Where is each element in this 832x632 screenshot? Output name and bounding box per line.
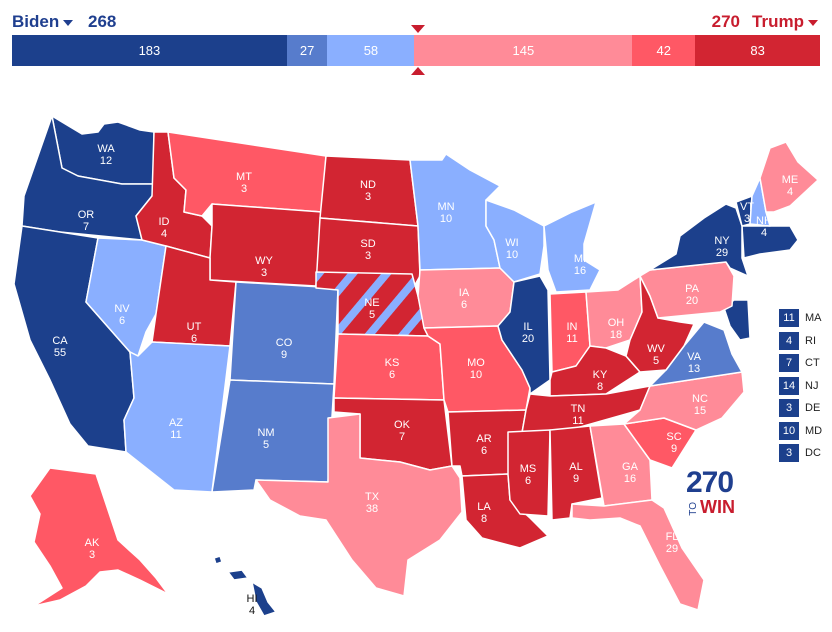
small-state-abbr: CT: [805, 357, 820, 369]
small-state-votes: 10: [779, 421, 799, 440]
bar-segment-likely-rep: 42: [632, 35, 696, 66]
270towin-logo: 270 TO WIN: [686, 468, 756, 520]
biden-label: Biden: [12, 12, 60, 31]
logo-to: TO: [688, 502, 699, 516]
bar-segment-safe-rep: 83: [695, 35, 820, 66]
state-fl[interactable]: [571, 499, 705, 611]
small-state-abbr: MD: [805, 424, 823, 437]
small-state-ct[interactable]: 7 CT: [779, 354, 820, 372]
small-state-votes: 11: [779, 309, 799, 327]
chevron-down-icon: [808, 19, 818, 26]
state-ks[interactable]: [333, 333, 445, 401]
trump-label: Trump: [752, 12, 804, 31]
bar-segment-lean-rep: 145: [414, 35, 633, 66]
logo-number: 270: [686, 466, 734, 499]
state-ny[interactable]: [649, 203, 749, 277]
bar-segment-safe-dem: 183: [12, 35, 287, 66]
state-ut[interactable]: [151, 245, 237, 347]
biden-electoral-total: 268: [88, 12, 117, 31]
270-marker-bottom-icon: [411, 67, 425, 75]
state-wi[interactable]: [485, 199, 545, 283]
state-ak[interactable]: [29, 467, 169, 607]
small-state-abbr: RI: [805, 334, 816, 347]
state-ia[interactable]: [417, 267, 515, 329]
electoral-vote-bar: 183 27 58 145 42 83: [12, 35, 820, 66]
state-hi[interactable]: [213, 555, 277, 617]
state-co[interactable]: [229, 281, 339, 385]
state-tx[interactable]: [255, 413, 463, 597]
small-state-abbr: DC: [805, 447, 821, 459]
small-state-nj[interactable]: 14 NJ: [779, 376, 819, 395]
small-state-md[interactable]: 10 MD: [779, 421, 823, 440]
small-state-votes: 14: [779, 376, 799, 395]
state-nh[interactable]: [749, 177, 771, 227]
bar-segment-lean-dem: 58: [327, 35, 415, 66]
biden-candidate-dropdown[interactable]: Biden: [12, 12, 74, 32]
state-mi[interactable]: [543, 201, 601, 293]
small-state-votes: 3: [779, 444, 799, 462]
state-az[interactable]: [123, 341, 231, 493]
small-state-dc[interactable]: 3 DC: [779, 444, 821, 462]
small-state-abbr: DE: [805, 402, 821, 414]
small-state-votes: 4: [779, 331, 799, 350]
state-wy[interactable]: [209, 203, 323, 287]
state-nd[interactable]: [319, 155, 419, 227]
state-me[interactable]: [759, 141, 819, 213]
trump-electoral-total: 270: [711, 12, 740, 31]
bar-segment-likely-dem: 27: [286, 35, 328, 66]
state-mid-atlantic-east[interactable]: [723, 299, 751, 341]
small-state-votes: 7: [779, 354, 799, 372]
small-state-abbr: MA: [805, 312, 822, 324]
state-new-england-south[interactable]: [741, 225, 799, 259]
270-marker-top-icon: [411, 25, 425, 33]
state-mt[interactable]: [167, 131, 327, 217]
small-state-de[interactable]: 3 DE: [779, 399, 820, 417]
small-state-votes: 3: [779, 399, 799, 417]
small-state-abbr: NJ: [805, 379, 819, 392]
logo-win: WIN: [700, 497, 735, 517]
state-nm[interactable]: [211, 379, 335, 493]
small-state-ma[interactable]: 11 MA: [779, 309, 822, 327]
small-state-ri[interactable]: 4 RI: [779, 331, 816, 350]
state-ga[interactable]: [589, 423, 653, 507]
state-il[interactable]: [497, 275, 551, 395]
state-ms[interactable]: [507, 429, 551, 517]
trump-candidate-dropdown[interactable]: Trump: [752, 12, 818, 32]
chevron-down-icon: [63, 19, 74, 26]
state-nc[interactable]: [623, 371, 745, 431]
